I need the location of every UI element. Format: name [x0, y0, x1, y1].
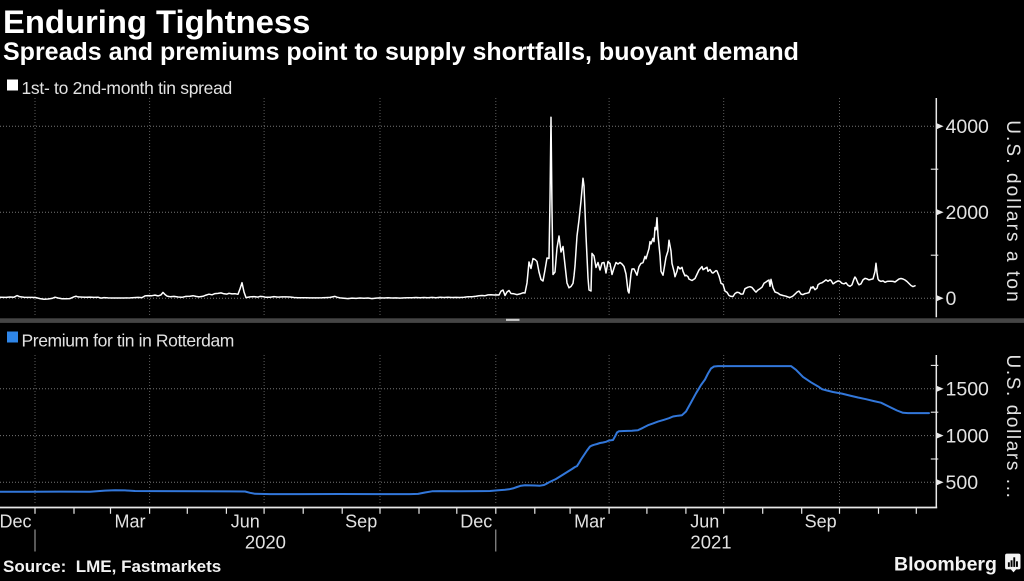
- svg-text:Mar: Mar: [574, 512, 605, 532]
- svg-text:Source: LME, Fastmarkets: Source: LME, Fastmarkets: [3, 557, 221, 576]
- svg-text:4000: 4000: [946, 116, 990, 138]
- svg-text:Sep: Sep: [345, 512, 377, 532]
- svg-text:Mar: Mar: [115, 512, 146, 532]
- svg-text:Bloomberg: Bloomberg: [894, 554, 997, 576]
- svg-text:Sep: Sep: [805, 512, 837, 532]
- svg-text:2020: 2020: [245, 531, 286, 552]
- svg-text:U.S. dollars a ton: U.S. dollars a ton: [1002, 120, 1023, 304]
- svg-text:2000: 2000: [946, 202, 990, 224]
- svg-text:U.S. dollars ...: U.S. dollars ...: [1002, 355, 1023, 500]
- svg-text:1st- to 2nd-month tin spread: 1st- to 2nd-month tin spread: [22, 78, 232, 98]
- svg-text:Dec: Dec: [460, 512, 492, 532]
- svg-text:Jun: Jun: [231, 512, 260, 532]
- svg-text:Jun: Jun: [690, 512, 719, 532]
- svg-text:Spreads and premiums point to: Spreads and premiums point to supply sho…: [3, 38, 799, 66]
- svg-text:1500: 1500: [946, 379, 990, 401]
- svg-text:500: 500: [946, 472, 979, 494]
- svg-text:Enduring Tightness: Enduring Tightness: [3, 3, 310, 40]
- svg-text:Dec: Dec: [0, 512, 32, 532]
- svg-text:1000: 1000: [946, 425, 990, 447]
- svg-text:Premium for tin in Rotterdam: Premium for tin in Rotterdam: [22, 331, 234, 351]
- svg-text:2021: 2021: [690, 531, 731, 552]
- svg-text:0: 0: [946, 288, 957, 310]
